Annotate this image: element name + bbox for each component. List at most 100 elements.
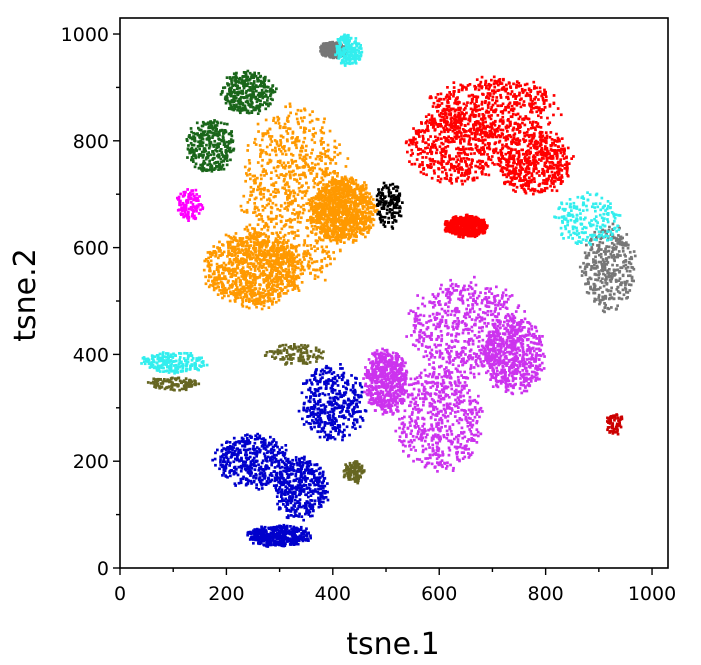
data-point — [227, 245, 230, 248]
data-point — [276, 283, 280, 287]
data-point — [546, 167, 550, 170]
data-point — [289, 191, 292, 195]
data-point — [246, 144, 250, 147]
data-point — [346, 222, 350, 226]
data-point — [325, 252, 329, 255]
data-point — [550, 179, 553, 183]
data-point — [269, 137, 273, 141]
data-point — [249, 283, 253, 286]
data-point — [292, 169, 295, 173]
data-point — [536, 151, 539, 154]
data-point — [544, 95, 548, 99]
data-point — [469, 113, 473, 117]
data-point — [518, 93, 521, 97]
data-point — [450, 222, 454, 226]
data-point — [463, 174, 466, 177]
data-point — [453, 140, 456, 143]
data-point — [344, 235, 348, 239]
data-point — [258, 192, 262, 195]
data-point — [447, 104, 451, 108]
data-point — [527, 184, 530, 187]
data-point — [279, 282, 282, 286]
data-point — [436, 110, 439, 113]
data-point — [509, 157, 513, 161]
data-point — [313, 249, 317, 253]
data-point — [358, 201, 362, 204]
data-point — [341, 219, 344, 223]
data-point — [293, 218, 296, 221]
data-point — [291, 271, 295, 274]
data-point — [263, 299, 266, 302]
data-point — [325, 173, 329, 177]
data-point — [279, 236, 282, 240]
data-point — [280, 266, 283, 270]
data-point — [422, 172, 425, 176]
data-point — [340, 187, 344, 190]
data-point — [271, 254, 274, 258]
data-point — [445, 177, 449, 181]
data-point — [331, 224, 335, 227]
data-point — [263, 289, 267, 293]
data-point — [466, 84, 470, 87]
data-point — [491, 89, 494, 93]
data-point — [221, 289, 225, 293]
data-point — [473, 235, 477, 239]
data-point — [458, 154, 461, 158]
data-point — [237, 249, 241, 252]
data-point — [313, 260, 316, 264]
data-point — [531, 100, 534, 103]
data-point — [265, 145, 269, 149]
data-point — [527, 149, 530, 152]
data-point — [557, 148, 560, 152]
data-point — [274, 146, 277, 150]
data-point — [331, 179, 335, 183]
data-point — [545, 136, 549, 140]
data-point — [286, 244, 289, 248]
data-point — [310, 203, 314, 207]
data-point — [438, 97, 441, 101]
data-point — [559, 151, 563, 155]
data-point — [467, 140, 471, 144]
data-point — [514, 148, 517, 151]
data-point — [549, 148, 553, 151]
data-point — [459, 138, 462, 142]
data-point — [546, 116, 549, 120]
data-point — [268, 259, 271, 263]
data-point — [544, 161, 548, 165]
data-point — [270, 273, 274, 276]
data-point — [286, 280, 290, 283]
data-point — [444, 139, 448, 143]
data-point — [351, 225, 354, 229]
data-point — [281, 248, 284, 252]
data-point — [543, 90, 546, 94]
data-point — [223, 294, 226, 298]
data-point — [229, 291, 233, 295]
data-point — [245, 208, 249, 212]
data-point — [518, 142, 521, 146]
data-point — [509, 122, 512, 126]
data-point — [440, 102, 444, 105]
data-point — [314, 232, 318, 236]
data-point — [495, 127, 499, 131]
data-point — [266, 253, 269, 257]
data-point — [523, 155, 527, 159]
data-point — [539, 111, 542, 115]
data-point — [514, 113, 518, 117]
data-point — [463, 222, 467, 226]
data-point — [219, 280, 223, 284]
data-point — [273, 139, 277, 142]
data-point — [332, 191, 336, 195]
data-point — [305, 202, 308, 205]
data-point — [421, 140, 425, 143]
data-point — [279, 149, 283, 153]
data-point — [234, 283, 238, 287]
data-point — [274, 181, 278, 184]
data-point — [549, 164, 552, 168]
data-point — [335, 208, 339, 211]
data-point — [465, 163, 468, 166]
data-point — [484, 83, 487, 86]
data-point — [334, 229, 337, 233]
data-point — [287, 219, 290, 222]
data-point — [311, 219, 315, 222]
data-point — [527, 87, 531, 91]
